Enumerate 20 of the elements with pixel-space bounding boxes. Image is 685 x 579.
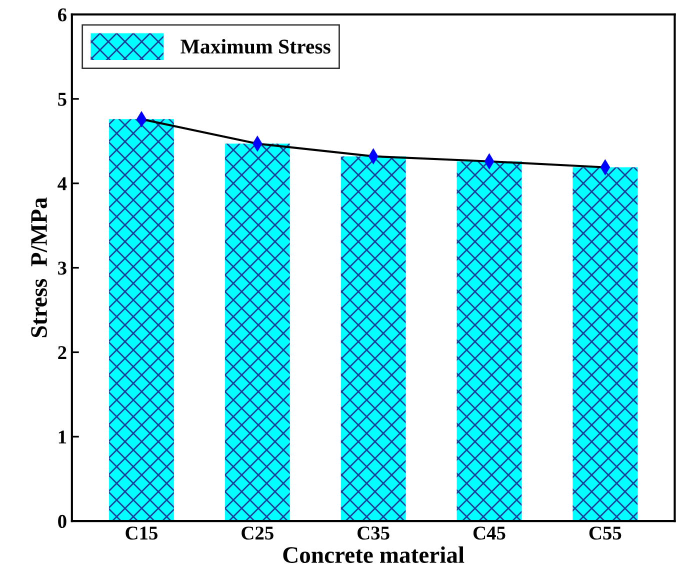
bar [224, 144, 290, 522]
x-tick-label: C15 [126, 526, 158, 540]
x-tick-label: C55 [589, 526, 622, 540]
y-tick-label: 0 [58, 514, 66, 528]
y-tick-label: 1 [58, 430, 66, 444]
x-tick-label: C25 [242, 526, 274, 540]
y-tick-label: 2 [58, 346, 66, 359]
y-tick-label: 4 [58, 177, 67, 190]
x-axis-title: Concrete material [283, 546, 464, 563]
x-tick-label: C35 [358, 526, 390, 540]
bar [572, 167, 638, 522]
bar [456, 161, 522, 522]
y-tick-label: 6 [58, 8, 66, 22]
y-tick-label: 5 [58, 92, 66, 106]
y-axis-title: Stress P/MPa [31, 198, 47, 338]
y-tick-label: 3 [58, 262, 66, 275]
legend-label: Maximum Stress [180, 38, 330, 54]
x-tick-label: C45 [473, 526, 506, 540]
bar [109, 119, 174, 522]
bar [340, 156, 406, 522]
